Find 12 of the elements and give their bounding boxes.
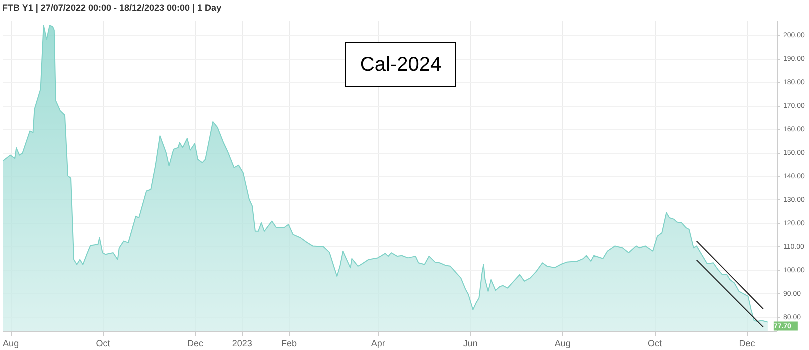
x-tick-label: Dec: [187, 338, 204, 348]
x-tick-label: 2023: [232, 338, 252, 348]
chart-title: FTB Y1 | 27/07/2022 00:00 - 18/12/2023 00:00 | 1 Day: [2, 3, 222, 13]
x-tick-label: Aug: [554, 338, 571, 348]
x-tick-label: Feb: [281, 338, 297, 348]
x-tick-label: Aug: [3, 338, 20, 348]
annotation: Cal-2024: [360, 54, 442, 76]
x-tick-label: Dec: [739, 338, 756, 348]
x-tick-label: Apr: [371, 338, 386, 348]
x-tick-label: Jun: [463, 338, 478, 348]
x-tick-label: Oct: [96, 338, 111, 348]
x-tick-label: Oct: [648, 338, 663, 348]
